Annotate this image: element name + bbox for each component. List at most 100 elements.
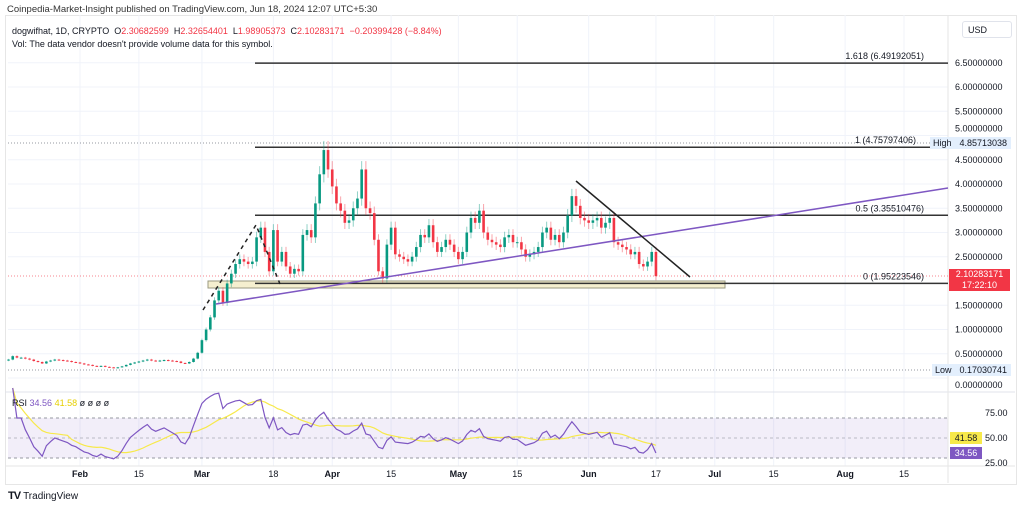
candle-down: [457, 251, 460, 260]
candle-down: [297, 268, 300, 272]
candle-down: [625, 247, 628, 250]
candle-up: [545, 227, 548, 233]
time-tick-label: Feb: [72, 469, 89, 479]
rsi-ma-line: [12, 387, 657, 454]
candle-up: [99, 365, 103, 367]
candle-down: [70, 361, 73, 363]
candle-down: [82, 363, 86, 365]
descending-trendline[interactable]: [575, 180, 691, 278]
candle-down: [406, 259, 410, 262]
candle-down: [473, 217, 477, 223]
price-tick-label: 5.50000000: [955, 106, 1003, 116]
candle-down: [95, 365, 99, 367]
candle-down: [166, 360, 170, 362]
candle-down: [150, 359, 153, 361]
candle-down: [642, 264, 645, 267]
candle-up: [238, 259, 242, 265]
candle-up: [507, 234, 511, 238]
candle-up: [234, 264, 237, 274]
candle-down: [263, 227, 267, 252]
candle-up: [608, 217, 612, 223]
rsi-ma-tag: 41.58: [950, 432, 982, 444]
high-label: H: [173, 26, 181, 36]
ascending-trendline[interactable]: [215, 187, 949, 305]
candle-up: [145, 359, 149, 361]
currency-selector[interactable]: USD: [962, 21, 1012, 38]
candle-down: [40, 361, 44, 364]
rsi-value-tag: 34.56: [950, 447, 982, 459]
candle-down: [309, 230, 313, 238]
candle-down: [587, 220, 590, 223]
candle-up: [410, 256, 414, 262]
symbol-info[interactable]: dogwifhat, 1D, CRYPTO: [12, 26, 110, 36]
time-tick-label: 15: [386, 469, 396, 479]
candle-down: [368, 208, 372, 214]
time-tick-label: 15: [769, 469, 779, 479]
candle-down: [511, 234, 515, 243]
candle-down: [112, 367, 115, 369]
price-tick-label: 6.00000000: [955, 82, 1003, 92]
candle-down: [28, 358, 31, 360]
candle-down: [288, 266, 292, 274]
candle-up: [293, 268, 296, 274]
dashed-path-drawing[interactable]: [202, 223, 281, 311]
candle-down: [335, 186, 338, 204]
grid: [8, 15, 948, 466]
candle-down: [154, 360, 157, 362]
candle-up: [213, 300, 216, 318]
low-tag-value: 0.17030741: [959, 365, 1008, 375]
candle-up: [469, 217, 473, 233]
close-label: C: [290, 26, 298, 36]
candle-up: [259, 227, 263, 238]
candle-up: [204, 329, 208, 341]
candle-down: [398, 254, 401, 257]
candle-up: [427, 225, 431, 238]
candle-down: [330, 169, 334, 187]
candle-up: [566, 215, 569, 233]
candle-up: [503, 237, 506, 248]
fib-retracement[interactable]: 1.618 (6.49192051) 1 (4.75797406) 0.5 (3.3…: [255, 51, 948, 285]
time-tick-label: May: [450, 469, 468, 479]
candle-down: [452, 244, 456, 252]
time-tick-label: 18: [268, 469, 278, 479]
change-value: −0.20399428 (−8.84%): [349, 26, 442, 36]
candle-up: [419, 234, 422, 248]
candle-up: [49, 360, 52, 362]
candle-down: [179, 361, 183, 363]
candle-down: [326, 150, 330, 170]
high-tag-value: 4.85713038: [959, 138, 1008, 148]
candle-down: [524, 249, 527, 257]
candle-down: [436, 242, 439, 252]
rsi-legend[interactable]: RSI 34.56 41.58 ø ø ø ø: [12, 398, 109, 408]
tradingview-logo[interactable]: TV TradingView: [8, 490, 78, 502]
candle-up: [347, 220, 351, 223]
price-tick-label: 4.50000000: [955, 155, 1003, 165]
fib-level-label: 0 (1.95223546): [863, 271, 924, 281]
candle-down: [32, 359, 36, 362]
candle-down: [36, 361, 40, 363]
candle-down: [175, 361, 178, 363]
candle-up: [385, 244, 389, 279]
time-tick-label: Mar: [194, 469, 211, 479]
fib-level-label: 1 (4.75797406): [855, 135, 916, 145]
candle-up: [478, 210, 481, 223]
candle-down: [621, 244, 624, 248]
candle-up: [196, 352, 200, 359]
candle-down: [377, 239, 380, 272]
candle-up: [137, 361, 141, 363]
candle-up: [124, 364, 128, 367]
support-zone[interactable]: [207, 280, 726, 289]
price-tick-label: 5.00000000: [955, 124, 1003, 134]
candle-down: [394, 227, 397, 255]
open-label: O: [114, 26, 122, 36]
candle-up: [515, 242, 519, 244]
candle-up: [444, 239, 448, 248]
candle-down: [57, 359, 61, 361]
candle-up: [536, 247, 540, 252]
candle-down: [423, 234, 427, 238]
rsi-axis: 75.00 50.00 25.00: [985, 408, 1008, 468]
candle-up: [251, 261, 254, 265]
candle-up: [440, 247, 443, 252]
low-tag: Low 0.17030741: [932, 364, 1012, 376]
